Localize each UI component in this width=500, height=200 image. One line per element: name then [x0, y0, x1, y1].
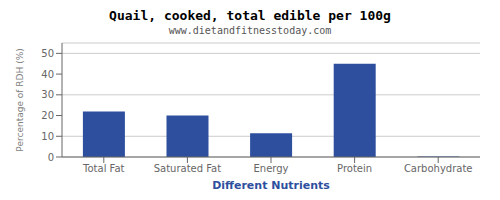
svg-text:40: 40 [41, 69, 54, 80]
svg-text:Energy: Energy [253, 163, 288, 174]
svg-text:Carbohydrate: Carbohydrate [404, 163, 473, 174]
svg-text:Total Fat: Total Fat [82, 163, 124, 174]
svg-text:Different Nutrients: Different Nutrients [212, 179, 330, 189]
svg-text:Protein: Protein [337, 163, 372, 174]
svg-text:Saturated Fat: Saturated Fat [154, 163, 222, 174]
html-text:www.dietandfitnesstoday.com: www.dietandfitnesstoday.com [168, 25, 332, 36]
svg-text:Percentage of RDH (%): Percentage of RDH (%) [15, 48, 25, 151]
html-text:Quail, cooked, total edible pe: Quail, cooked, total edible per 100g [109, 8, 391, 23]
svg-text:30: 30 [41, 89, 54, 100]
svg-text:10: 10 [41, 131, 54, 142]
svg-text:20: 20 [41, 110, 54, 121]
svg-text:0: 0 [48, 152, 54, 163]
svg-text:50: 50 [41, 48, 54, 59]
